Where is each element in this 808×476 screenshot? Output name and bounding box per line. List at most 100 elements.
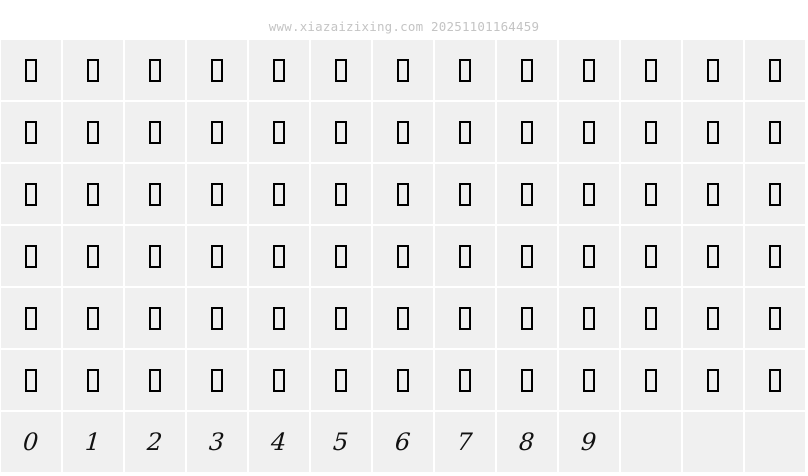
digit-glyph: 7 <box>456 428 474 456</box>
missing-glyph-icon <box>707 306 719 330</box>
glyph-cell <box>373 40 433 100</box>
glyph-cell: 4 <box>249 412 309 472</box>
glyph-cell <box>187 226 247 286</box>
glyph-cell <box>497 164 557 224</box>
digit-glyph: 1 <box>84 428 102 456</box>
missing-glyph-icon <box>769 368 781 392</box>
missing-glyph-icon <box>583 182 595 206</box>
glyph-cell <box>621 288 681 348</box>
missing-glyph-icon <box>211 244 223 268</box>
glyph-cell <box>621 102 681 162</box>
missing-glyph-icon <box>273 306 285 330</box>
glyph-cell: 5 <box>311 412 371 472</box>
glyph-cell <box>63 288 123 348</box>
glyph-cell: 1 <box>63 412 123 472</box>
glyph-cell: 3 <box>187 412 247 472</box>
glyph-cell <box>435 164 495 224</box>
empty-cell <box>621 412 681 472</box>
missing-glyph-icon <box>149 120 161 144</box>
glyph-cell <box>745 226 805 286</box>
glyph-cell <box>683 102 743 162</box>
digit-glyph: 9 <box>580 428 598 456</box>
glyph-cell <box>1 164 61 224</box>
missing-glyph-icon <box>707 58 719 82</box>
missing-glyph-icon <box>273 58 285 82</box>
glyph-cell <box>1 226 61 286</box>
missing-glyph-icon <box>645 306 657 330</box>
glyph-cell: 9 <box>559 412 619 472</box>
missing-glyph-icon <box>521 368 533 392</box>
glyph-cell <box>497 102 557 162</box>
glyph-cell <box>125 350 185 410</box>
missing-glyph-icon <box>25 182 37 206</box>
glyph-cell <box>683 164 743 224</box>
glyph-cell <box>63 102 123 162</box>
missing-glyph-icon <box>521 244 533 268</box>
glyph-grid: 0 1 2 3 4 5 6 7 8 9 <box>1 40 805 472</box>
glyph-cell <box>559 40 619 100</box>
missing-glyph-icon <box>335 182 347 206</box>
glyph-cell <box>125 102 185 162</box>
glyph-cell <box>249 226 309 286</box>
missing-glyph-icon <box>87 368 99 392</box>
glyph-cell <box>559 350 619 410</box>
glyph-cell <box>373 350 433 410</box>
glyph-cell <box>559 102 619 162</box>
glyph-cell <box>745 164 805 224</box>
missing-glyph-icon <box>25 244 37 268</box>
glyph-cell <box>311 288 371 348</box>
glyph-cell <box>187 164 247 224</box>
glyph-cell <box>497 226 557 286</box>
digit-glyph: 2 <box>146 428 164 456</box>
digit-glyph: 5 <box>332 428 350 456</box>
glyph-cell <box>435 350 495 410</box>
glyph-cell <box>683 288 743 348</box>
missing-glyph-icon <box>335 120 347 144</box>
missing-glyph-icon <box>583 244 595 268</box>
glyph-cell <box>311 226 371 286</box>
glyph-cell <box>435 288 495 348</box>
missing-glyph-icon <box>335 58 347 82</box>
missing-glyph-icon <box>707 244 719 268</box>
glyph-cell <box>373 226 433 286</box>
missing-glyph-icon <box>87 120 99 144</box>
glyph-cell <box>187 350 247 410</box>
missing-glyph-icon <box>769 244 781 268</box>
glyph-cell <box>125 226 185 286</box>
glyph-cell: 2 <box>125 412 185 472</box>
glyph-cell <box>63 350 123 410</box>
missing-glyph-icon <box>397 306 409 330</box>
missing-glyph-icon <box>769 306 781 330</box>
glyph-cell <box>311 102 371 162</box>
missing-glyph-icon <box>707 368 719 392</box>
missing-glyph-icon <box>149 244 161 268</box>
missing-glyph-icon <box>583 120 595 144</box>
missing-glyph-icon <box>397 120 409 144</box>
missing-glyph-icon <box>87 244 99 268</box>
digit-glyph: 3 <box>208 428 226 456</box>
glyph-cell <box>745 288 805 348</box>
missing-glyph-icon <box>707 182 719 206</box>
missing-glyph-icon <box>645 58 657 82</box>
glyph-cell: 8 <box>497 412 557 472</box>
glyph-cell: 6 <box>373 412 433 472</box>
missing-glyph-icon <box>583 306 595 330</box>
missing-glyph-icon <box>25 306 37 330</box>
glyph-cell <box>621 226 681 286</box>
glyph-cell <box>187 288 247 348</box>
glyph-cell <box>683 40 743 100</box>
glyph-cell <box>497 350 557 410</box>
digit-glyph: 0 <box>22 428 40 456</box>
missing-glyph-icon <box>397 244 409 268</box>
glyph-cell <box>311 40 371 100</box>
glyph-cell <box>187 40 247 100</box>
glyph-cell <box>249 350 309 410</box>
missing-glyph-icon <box>273 244 285 268</box>
missing-glyph-icon <box>769 58 781 82</box>
glyph-cell <box>249 288 309 348</box>
glyph-cell <box>497 40 557 100</box>
missing-glyph-icon <box>645 368 657 392</box>
missing-glyph-icon <box>149 368 161 392</box>
missing-glyph-icon <box>149 58 161 82</box>
glyph-cell <box>373 102 433 162</box>
